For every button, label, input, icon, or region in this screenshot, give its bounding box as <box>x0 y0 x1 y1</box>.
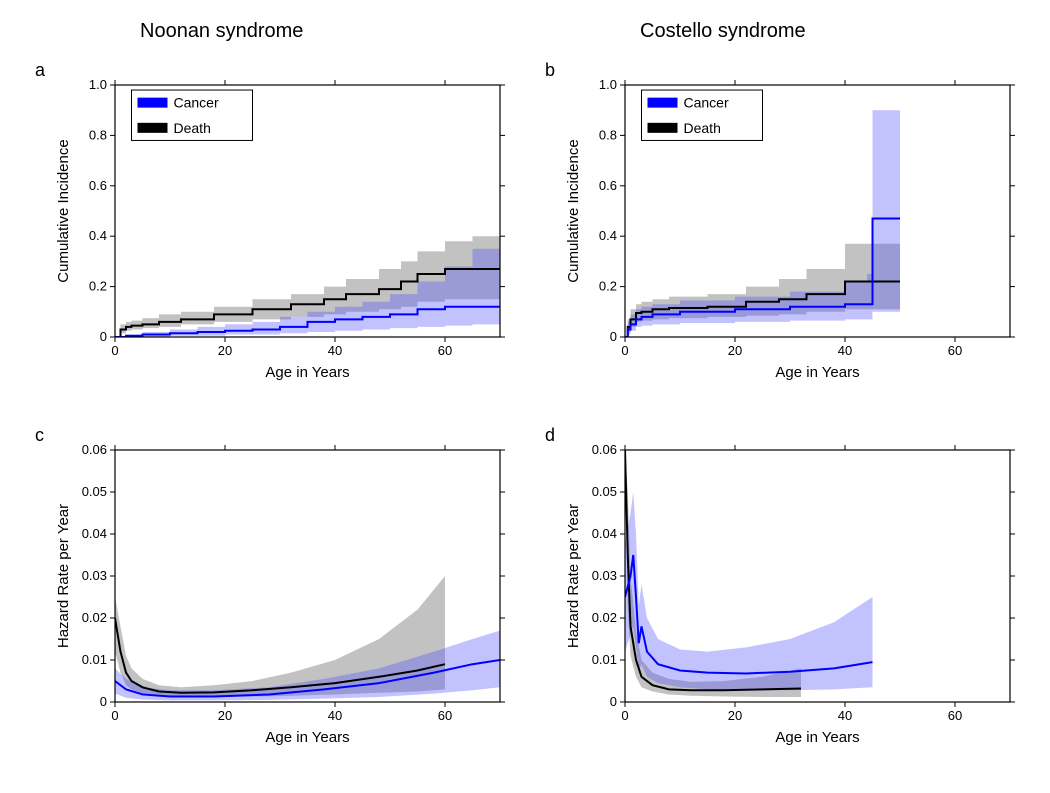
svg-text:Hazard Rate per Year: Hazard Rate per Year <box>55 504 72 648</box>
legend-label: Death <box>684 120 721 136</box>
svg-text:0.8: 0.8 <box>89 127 107 142</box>
legend-swatch <box>138 123 168 133</box>
svg-text:0.02: 0.02 <box>592 610 617 625</box>
legend-swatch <box>648 123 678 133</box>
svg-text:20: 20 <box>728 708 742 723</box>
svg-text:0.06: 0.06 <box>592 442 617 457</box>
svg-text:Age in Years: Age in Years <box>775 364 859 381</box>
panel-label: d <box>545 425 555 446</box>
svg-text:0: 0 <box>621 343 628 358</box>
svg-text:Age in Years: Age in Years <box>265 364 349 381</box>
legend-swatch <box>648 98 678 108</box>
svg-text:0.04: 0.04 <box>592 526 617 541</box>
svg-text:0.06: 0.06 <box>82 442 107 457</box>
svg-text:60: 60 <box>438 343 452 358</box>
svg-text:20: 20 <box>218 708 232 723</box>
svg-text:0.03: 0.03 <box>82 568 107 583</box>
svg-text:0.03: 0.03 <box>592 568 617 583</box>
svg-text:0.02: 0.02 <box>82 610 107 625</box>
chart-panel-d: 0 20 40 60 0 0.01 0.02 0.03 0.04 0.05 0.06 Age in Y… <box>560 440 1020 750</box>
svg-text:Hazard Rate per Year: Hazard Rate per Year <box>565 504 582 648</box>
column-title: Noonan syndrome <box>140 20 303 43</box>
svg-text:20: 20 <box>218 343 232 358</box>
svg-text:40: 40 <box>328 343 342 358</box>
svg-text:60: 60 <box>948 343 962 358</box>
panel-label: a <box>35 60 45 81</box>
svg-text:Cumulative Incidence: Cumulative Incidence <box>55 139 72 282</box>
legend-label: Death <box>174 120 211 136</box>
svg-text:0: 0 <box>610 694 617 709</box>
svg-text:0: 0 <box>100 329 107 344</box>
svg-text:0.05: 0.05 <box>82 484 107 499</box>
svg-text:1.0: 1.0 <box>599 77 617 92</box>
svg-text:0: 0 <box>621 708 628 723</box>
column-title: Costello syndrome <box>640 20 806 43</box>
svg-text:0: 0 <box>100 694 107 709</box>
figure-root: Noonan syndrome Costello syndrome a b c d 0 20 4… <box>20 20 1030 773</box>
panel-label: b <box>545 60 555 81</box>
svg-text:0: 0 <box>610 329 617 344</box>
chart-panel-c: 0 20 40 60 0 0.01 0.02 0.03 0.04 0.05 0.06 Age in Y… <box>50 440 510 750</box>
svg-text:Cumulative Incidence: Cumulative Incidence <box>565 139 582 282</box>
svg-text:0.2: 0.2 <box>89 279 107 294</box>
svg-text:40: 40 <box>838 708 852 723</box>
svg-text:0.4: 0.4 <box>599 228 617 243</box>
svg-text:Age in Years: Age in Years <box>775 729 859 746</box>
svg-text:0.8: 0.8 <box>599 127 617 142</box>
svg-text:0.6: 0.6 <box>599 178 617 193</box>
legend-label: Cancer <box>684 95 729 111</box>
svg-text:0: 0 <box>111 708 118 723</box>
chart-panel-a: 0 20 40 60 0 0.2 0.4 0.6 0.8 1.0 Age in Years Cumul… <box>50 75 510 385</box>
svg-text:60: 60 <box>438 708 452 723</box>
cancer-confidence-band <box>625 492 873 690</box>
svg-text:0.2: 0.2 <box>599 279 617 294</box>
legend-swatch <box>138 98 168 108</box>
svg-text:0.4: 0.4 <box>89 228 107 243</box>
svg-text:0.01: 0.01 <box>82 652 107 667</box>
svg-text:40: 40 <box>328 708 342 723</box>
svg-text:1.0: 1.0 <box>89 77 107 92</box>
svg-text:40: 40 <box>838 343 852 358</box>
svg-text:0.04: 0.04 <box>82 526 107 541</box>
svg-text:0.6: 0.6 <box>89 178 107 193</box>
svg-text:0: 0 <box>111 343 118 358</box>
svg-text:Age in Years: Age in Years <box>265 729 349 746</box>
legend-label: Cancer <box>174 95 219 111</box>
svg-text:20: 20 <box>728 343 742 358</box>
svg-text:0.01: 0.01 <box>592 652 617 667</box>
chart-panel-b: 0 20 40 60 0 0.2 0.4 0.6 0.8 1.0 Age in Years Cumul… <box>560 75 1020 385</box>
svg-text:0.05: 0.05 <box>592 484 617 499</box>
svg-text:60: 60 <box>948 708 962 723</box>
panel-label: c <box>35 425 44 446</box>
